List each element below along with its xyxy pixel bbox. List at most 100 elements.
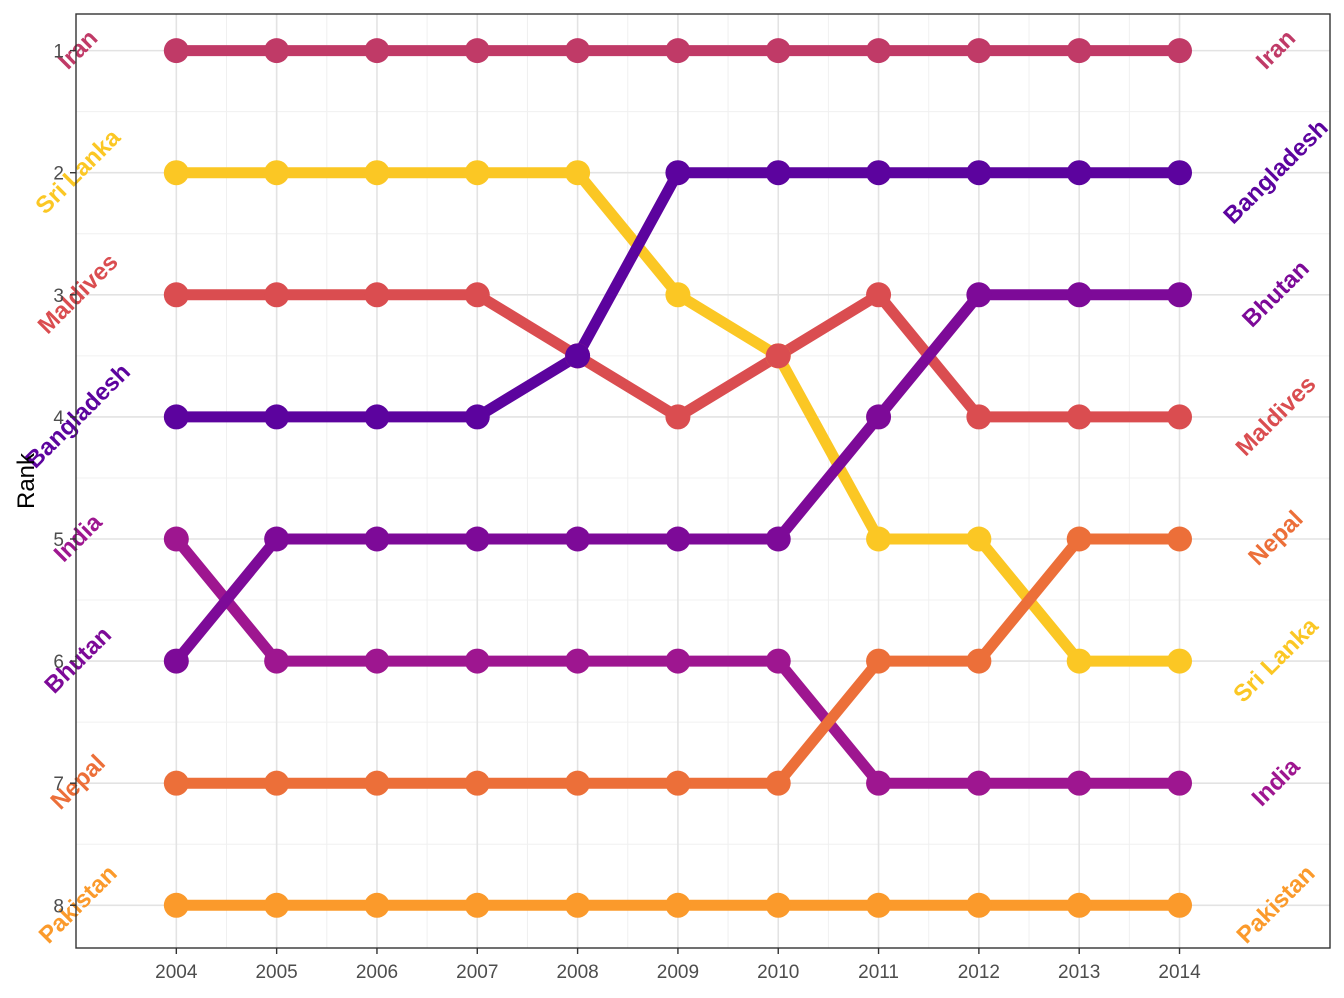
x-tick-label: 2012: [958, 962, 1000, 983]
y-tick-label: 6: [53, 652, 64, 673]
data-point-nepal: [1167, 526, 1193, 552]
data-point-bhutan: [966, 282, 992, 308]
data-point-bangladesh: [966, 160, 992, 186]
data-point-iran: [665, 38, 691, 64]
data-point-india: [464, 648, 490, 674]
data-point-bhutan: [1167, 282, 1193, 308]
x-tick-label: 2006: [356, 962, 398, 983]
axes: 2004 2005 2006 2007 2008 2009 2010 2011 2012 2013…: [53, 42, 1201, 983]
data-point-bhutan: [665, 526, 691, 552]
data-point-nepal: [765, 770, 791, 796]
data-point-bangladesh: [1167, 160, 1193, 186]
data-point-nepal: [565, 770, 591, 796]
data-point-bhutan: [464, 526, 490, 552]
data-point-maldives: [364, 282, 390, 308]
x-tick-label: 2011: [858, 962, 899, 983]
data-point-india: [1066, 770, 1092, 796]
data-point-maldives: [765, 343, 791, 369]
data-point-bangladesh: [464, 404, 490, 430]
data-point-maldives: [264, 282, 290, 308]
data-point-maldives: [966, 404, 992, 430]
y-tick-label: 1: [53, 42, 64, 63]
data-point-pakistan: [866, 892, 892, 918]
data-point-nepal: [163, 770, 189, 796]
data-point-maldives: [866, 282, 892, 308]
data-point-sri-lanka: [866, 526, 892, 552]
data-point-bangladesh: [1066, 160, 1092, 186]
data-point-india: [765, 648, 791, 674]
data-point-iran: [464, 38, 490, 64]
data-point-pakistan: [264, 892, 290, 918]
data-point-nepal: [364, 770, 390, 796]
data-point-bangladesh: [364, 404, 390, 430]
data-point-india: [665, 648, 691, 674]
data-point-maldives: [163, 282, 189, 308]
data-point-nepal: [665, 770, 691, 796]
y-tick-label: 2: [53, 164, 64, 185]
data-point-bangladesh: [264, 404, 290, 430]
x-tick-label: 2008: [556, 962, 598, 983]
data-point-bhutan: [364, 526, 390, 552]
data-point-bangladesh: [765, 160, 791, 186]
y-tick-label: 8: [53, 896, 64, 917]
data-point-iran: [565, 38, 591, 64]
data-point-maldives: [1167, 404, 1193, 430]
data-point-bangladesh: [866, 160, 892, 186]
data-point-pakistan: [364, 892, 390, 918]
data-point-sri-lanka: [1066, 648, 1092, 674]
y-axis-title: Rank: [13, 452, 40, 509]
data-point-sri-lanka: [1167, 648, 1193, 674]
data-point-pakistan: [464, 892, 490, 918]
data-point-maldives: [665, 404, 691, 430]
data-point-nepal: [966, 648, 992, 674]
series-layer: [163, 38, 1193, 918]
data-point-nepal: [464, 770, 490, 796]
x-tick-label: 2013: [1058, 962, 1100, 983]
data-point-india: [565, 648, 591, 674]
data-point-pakistan: [665, 892, 691, 918]
data-point-pakistan: [966, 892, 992, 918]
x-tick-label: 2010: [757, 962, 799, 983]
data-point-bhutan: [565, 526, 591, 552]
y-tick-label: 3: [53, 286, 64, 307]
data-point-nepal: [264, 770, 290, 796]
data-point-iran: [163, 38, 189, 64]
y-tick-label: 7: [53, 774, 64, 795]
data-point-india: [364, 648, 390, 674]
data-point-iran: [1167, 38, 1193, 64]
data-point-nepal: [866, 648, 892, 674]
data-point-india: [1167, 770, 1193, 796]
panel-border: [75, 13, 1331, 949]
x-tick-label: 2009: [657, 962, 699, 983]
data-point-sri-lanka: [565, 160, 591, 186]
data-point-iran: [364, 38, 390, 64]
data-point-india: [163, 526, 189, 552]
data-point-pakistan: [765, 892, 791, 918]
data-point-india: [966, 770, 992, 796]
data-point-pakistan: [1066, 892, 1092, 918]
data-point-bhutan: [1066, 282, 1092, 308]
data-point-sri-lanka: [163, 160, 189, 186]
x-tick-label: 2007: [456, 962, 498, 983]
data-point-sri-lanka: [464, 160, 490, 186]
data-point-sri-lanka: [966, 526, 992, 552]
data-point-iran: [765, 38, 791, 64]
data-point-pakistan: [565, 892, 591, 918]
x-tick-label: 2004: [155, 962, 198, 983]
y-tick-label: 5: [53, 530, 64, 551]
data-point-bangladesh: [565, 343, 591, 369]
data-point-nepal: [1066, 526, 1092, 552]
data-point-maldives: [464, 282, 490, 308]
x-tick-label: 2005: [255, 962, 297, 983]
data-point-iran: [1066, 38, 1092, 64]
data-point-sri-lanka: [364, 160, 390, 186]
data-point-sri-lanka: [264, 160, 290, 186]
y-tick-label: 4: [53, 408, 64, 429]
panel-background: [76, 14, 1330, 948]
data-point-iran: [966, 38, 992, 64]
data-point-bhutan: [163, 648, 189, 674]
x-tick-label: 2014: [1158, 962, 1201, 983]
data-point-iran: [264, 38, 290, 64]
data-point-maldives: [1066, 404, 1092, 430]
